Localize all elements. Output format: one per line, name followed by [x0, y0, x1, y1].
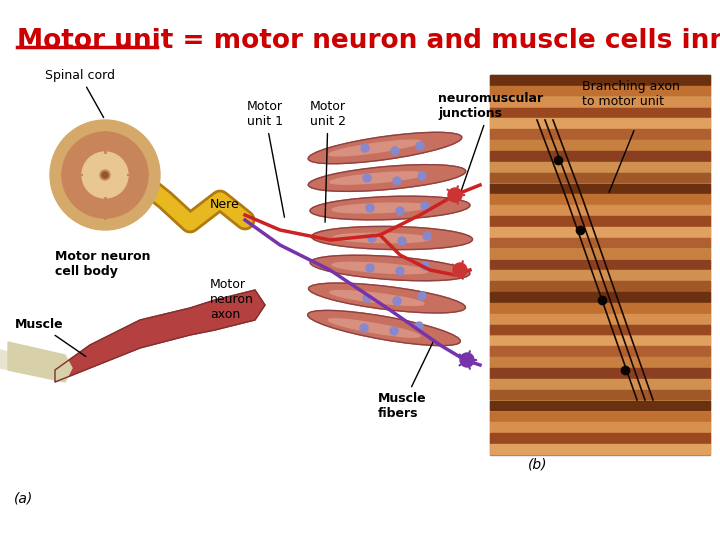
- Circle shape: [102, 172, 108, 178]
- Bar: [490, 271, 710, 280]
- Text: Motor neuron
cell body: Motor neuron cell body: [55, 250, 150, 278]
- Bar: [490, 325, 710, 334]
- Circle shape: [416, 142, 424, 150]
- Ellipse shape: [328, 319, 420, 338]
- Ellipse shape: [329, 140, 421, 156]
- Circle shape: [393, 297, 401, 305]
- Circle shape: [398, 237, 406, 245]
- Bar: [490, 184, 710, 193]
- Polygon shape: [8, 342, 72, 382]
- Circle shape: [82, 152, 128, 198]
- Circle shape: [393, 177, 401, 185]
- Circle shape: [363, 294, 371, 302]
- Bar: [490, 444, 710, 454]
- Circle shape: [396, 207, 404, 215]
- Bar: [490, 216, 710, 226]
- Bar: [490, 118, 710, 128]
- Bar: [490, 347, 710, 356]
- Circle shape: [363, 174, 371, 182]
- Text: neuromuscular
junctions: neuromuscular junctions: [438, 92, 543, 198]
- Bar: [490, 75, 710, 85]
- Text: Branching axon
to motor unit: Branching axon to motor unit: [582, 80, 680, 108]
- Bar: [490, 401, 710, 410]
- Circle shape: [418, 292, 426, 300]
- Bar: [490, 129, 710, 139]
- Bar: [490, 162, 710, 171]
- Bar: [490, 140, 710, 150]
- Bar: [490, 205, 710, 215]
- Ellipse shape: [308, 165, 466, 191]
- Circle shape: [421, 202, 429, 210]
- Circle shape: [368, 234, 376, 242]
- Ellipse shape: [307, 310, 460, 346]
- Bar: [490, 75, 710, 455]
- Circle shape: [366, 264, 374, 272]
- Circle shape: [390, 327, 398, 335]
- Ellipse shape: [332, 203, 428, 213]
- Bar: [490, 194, 710, 204]
- Bar: [490, 335, 710, 345]
- Bar: [490, 422, 710, 432]
- Text: Spinal cord: Spinal cord: [45, 69, 115, 118]
- Ellipse shape: [308, 132, 462, 164]
- Ellipse shape: [310, 255, 470, 281]
- Ellipse shape: [309, 283, 465, 313]
- Circle shape: [423, 232, 431, 240]
- Circle shape: [453, 263, 467, 277]
- Text: (b): (b): [528, 458, 547, 472]
- Circle shape: [415, 322, 423, 330]
- Bar: [490, 281, 710, 291]
- Circle shape: [366, 204, 374, 212]
- Bar: [490, 314, 710, 323]
- Circle shape: [448, 188, 462, 202]
- Circle shape: [391, 147, 399, 155]
- Circle shape: [421, 262, 429, 270]
- Ellipse shape: [330, 172, 424, 184]
- Bar: [490, 433, 710, 443]
- Circle shape: [360, 324, 368, 332]
- Bar: [490, 249, 710, 258]
- Bar: [490, 238, 710, 247]
- Bar: [490, 379, 710, 389]
- Ellipse shape: [310, 196, 470, 220]
- Circle shape: [50, 120, 160, 230]
- Text: Motor
unit 1: Motor unit 1: [247, 100, 284, 217]
- Polygon shape: [55, 290, 265, 382]
- Bar: [490, 97, 710, 106]
- Bar: [490, 303, 710, 313]
- Polygon shape: [0, 350, 38, 374]
- Bar: [490, 292, 710, 302]
- Circle shape: [460, 353, 474, 367]
- Text: Motor
unit 2: Motor unit 2: [310, 100, 346, 222]
- Text: Motor
neuron
axon: Motor neuron axon: [210, 278, 254, 321]
- Bar: [490, 368, 710, 377]
- Ellipse shape: [332, 262, 428, 274]
- Bar: [490, 260, 710, 269]
- Bar: [490, 227, 710, 237]
- Bar: [490, 151, 710, 160]
- Text: Motor unit = motor neuron and muscle cells innervated: Motor unit = motor neuron and muscle cel…: [17, 28, 720, 54]
- Text: Muscle
fibers: Muscle fibers: [378, 341, 433, 420]
- Text: (a): (a): [14, 492, 33, 506]
- Ellipse shape: [333, 233, 431, 242]
- Ellipse shape: [312, 226, 472, 249]
- Circle shape: [418, 172, 426, 180]
- Bar: [490, 107, 710, 117]
- Circle shape: [100, 170, 110, 180]
- Bar: [490, 411, 710, 421]
- Text: Nere: Nere: [210, 198, 240, 211]
- Bar: [490, 390, 710, 400]
- Bar: [490, 173, 710, 183]
- Bar: [490, 357, 710, 367]
- Circle shape: [396, 267, 404, 275]
- Text: Muscle: Muscle: [15, 318, 86, 356]
- Circle shape: [361, 144, 369, 152]
- Circle shape: [62, 132, 148, 218]
- Bar: [490, 86, 710, 96]
- Ellipse shape: [330, 291, 424, 305]
